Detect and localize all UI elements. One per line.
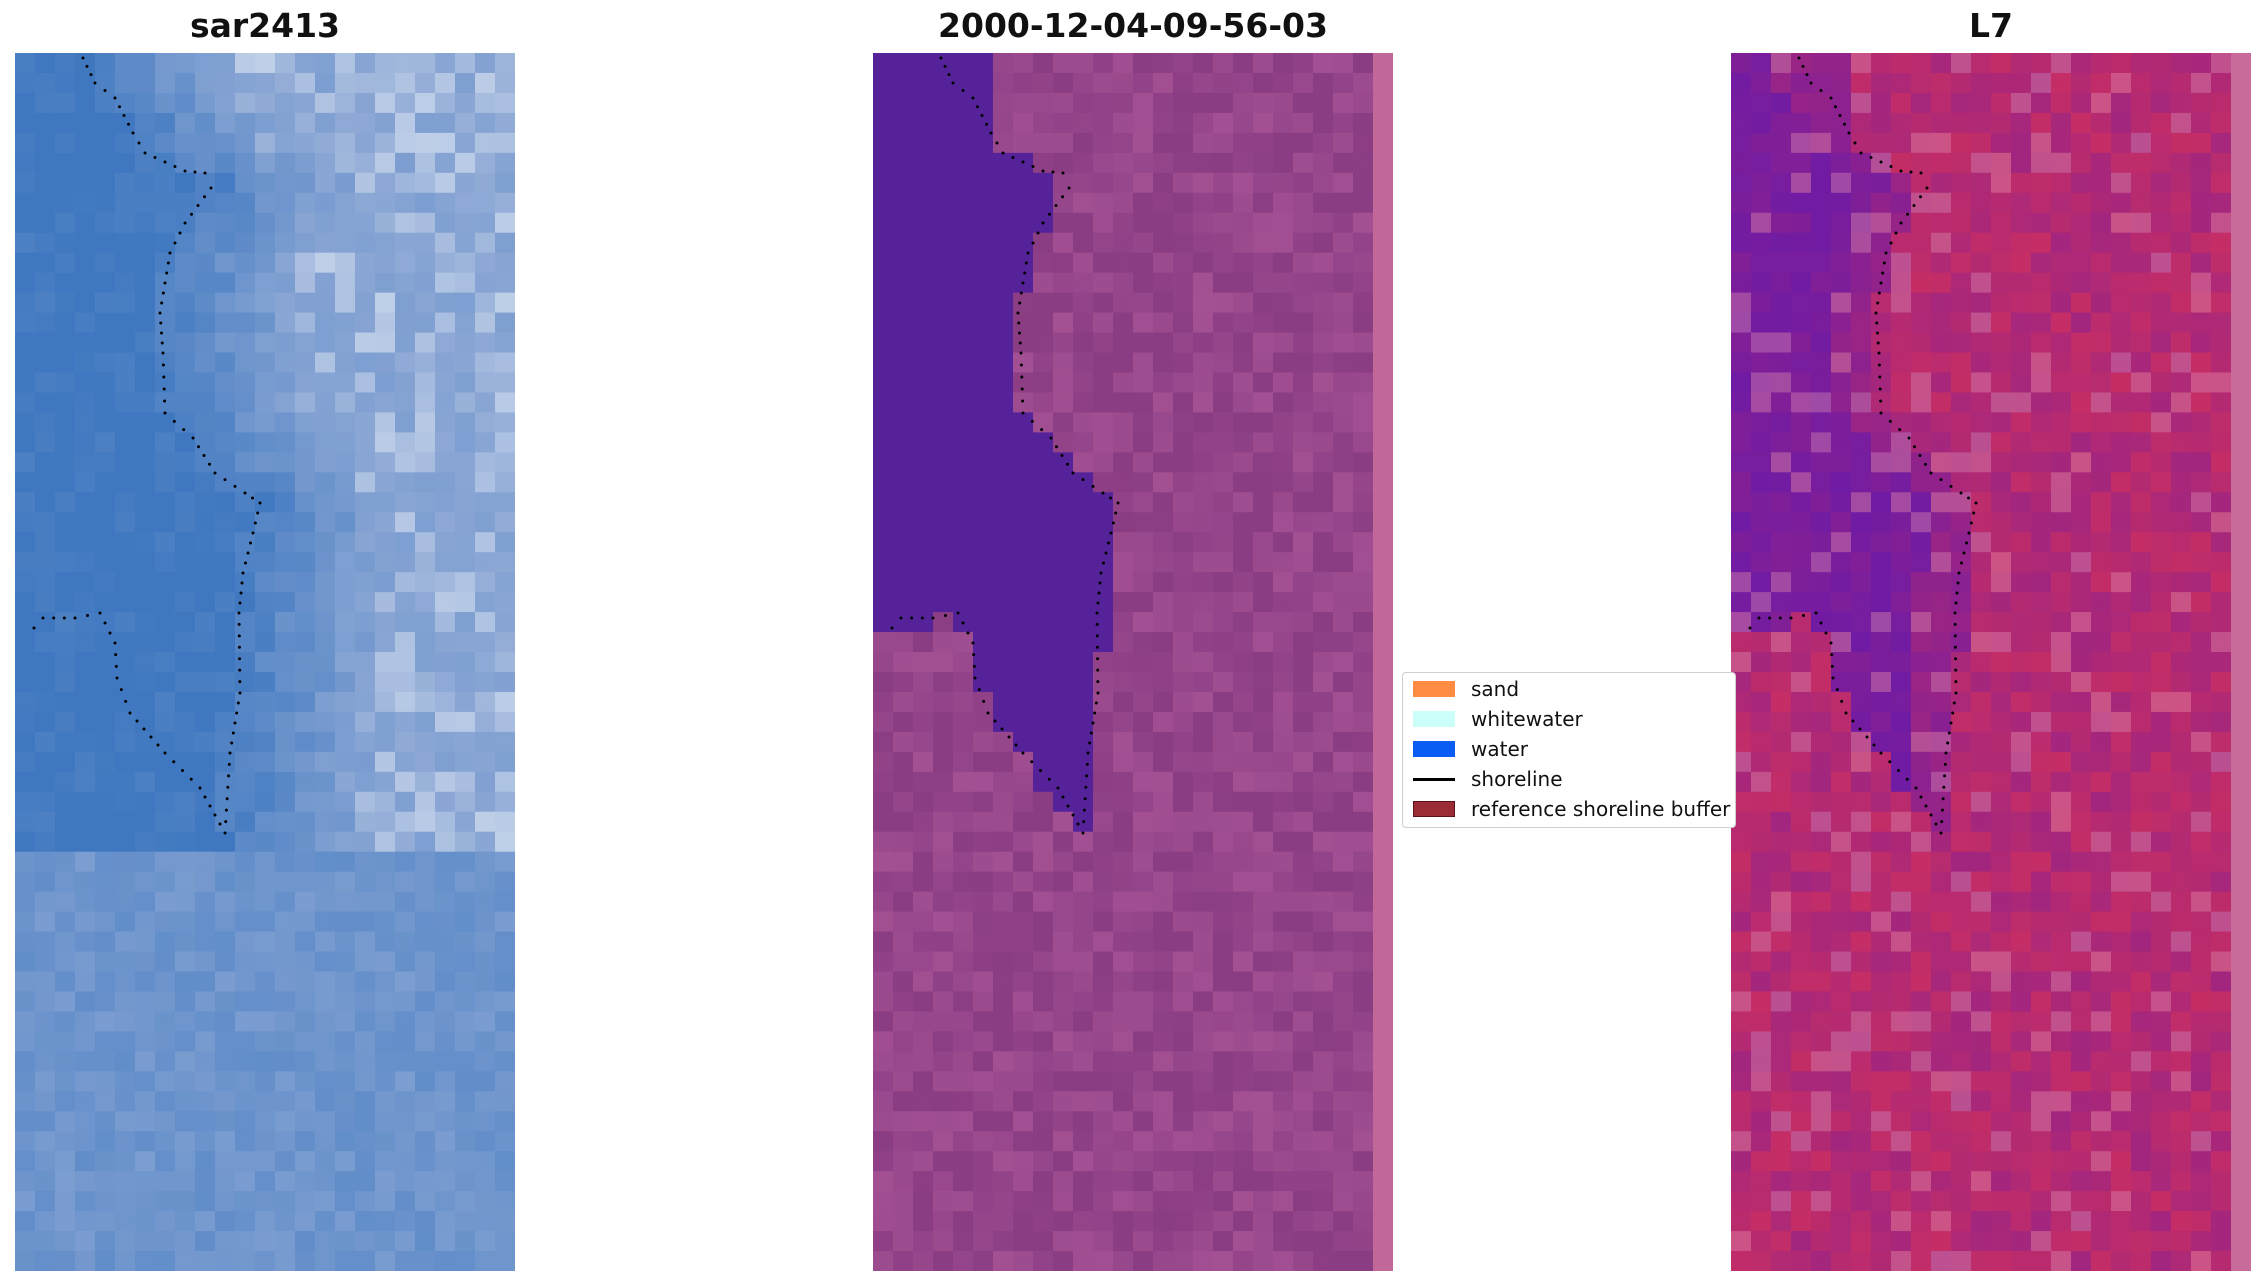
shoreline-dots [1748,56,1978,835]
panel-title-rgb: sar2413 [189,6,341,45]
shoreline-dots [32,56,262,835]
classified-image-panel [873,53,1393,1271]
legend-item-sand: sand [1413,676,1519,702]
rgb-image-panel [15,53,515,1271]
shoreline-dots [890,56,1120,835]
classified-image [873,53,1393,1271]
legend-item-reference-buffer: reference shoreline buffer [1413,796,1730,822]
index-image [1731,53,2251,1271]
legend: sand whitewater water shoreline referenc… [1402,672,1736,828]
rgb-image [15,53,515,1271]
legend-label: shoreline [1471,767,1563,791]
panel-title-ndwi: L7 [1969,6,2013,45]
legend-item-whitewater: whitewater [1413,706,1583,732]
legend-label: sand [1471,677,1520,701]
water-swatch-icon [1413,741,1455,757]
legend-item-water: water [1413,736,1528,762]
whitewater-swatch-icon [1413,711,1455,727]
buffer-swatch-icon [1413,801,1455,817]
legend-item-shoreline: shoreline [1413,766,1563,792]
sand-swatch-icon [1413,681,1455,697]
panel-title-classification: 2000-12-04-09-56-03 [938,6,1328,45]
legend-label: water [1471,737,1528,761]
legend-label: reference shoreline buffer [1471,797,1731,821]
index-image-panel [1731,53,2251,1271]
shoreline-line-icon [1413,777,1455,781]
legend-label: whitewater [1471,707,1583,731]
